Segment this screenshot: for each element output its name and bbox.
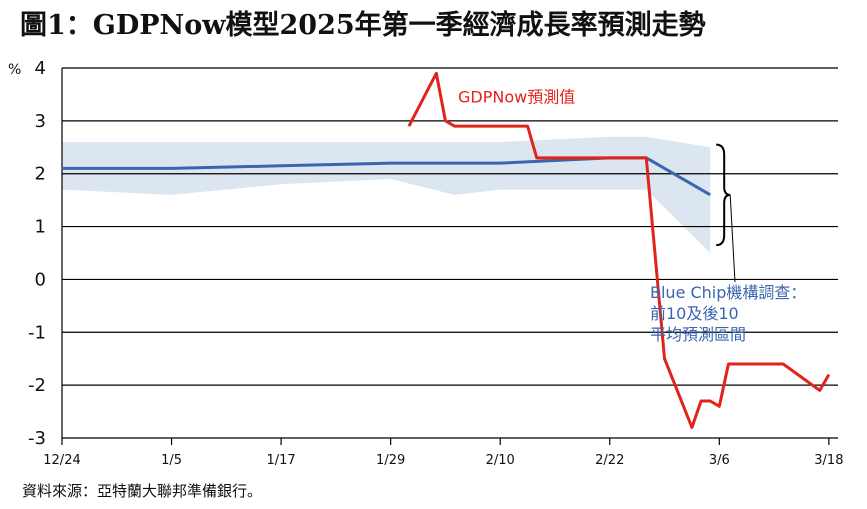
y-tick-label: -1 — [28, 322, 46, 343]
source-note: 資料來源：亞特蘭大聯邦準備銀行。 — [22, 482, 263, 500]
y-tick-label: 1 — [35, 217, 46, 238]
chart-title: 圖1：GDPNow模型2025年第一季經濟成長率預測走勢 — [20, 10, 706, 41]
bluechip-label-line: 平均預測區間 — [650, 325, 746, 344]
y-tick-label: 0 — [35, 269, 46, 290]
x-tick-label: 1/29 — [376, 453, 405, 468]
annotation-layer: GDPNow預測值 Blue Chip機構調查： 前10及後10 平均預測區間 — [458, 87, 806, 344]
bluechip-label-line: 前10及後10 — [650, 304, 739, 323]
x-tick-label: 3/18 — [814, 453, 843, 468]
x-tick-label: 3/6 — [709, 453, 730, 468]
gdpnow-line — [407, 71, 831, 429]
y-tick-label: 2 — [35, 164, 46, 185]
y-tick-label: 3 — [35, 111, 46, 132]
bluechip-leader-line — [729, 194, 736, 283]
series-layer — [62, 71, 831, 429]
x-tick-label: 12/24 — [43, 453, 80, 468]
y-tick-label: -2 — [28, 375, 46, 396]
band-brace — [716, 143, 731, 247]
x-tick-label: 2/10 — [486, 453, 515, 468]
y-unit-label: % — [8, 62, 21, 78]
x-tick-label: 1/5 — [161, 453, 182, 468]
gdpnow-label: GDPNow預測值 — [458, 87, 575, 106]
x-tick-label: 2/22 — [595, 453, 624, 468]
bluechip-label-line: Blue Chip機構調查： — [650, 283, 806, 302]
band-layer — [62, 136, 711, 253]
axis-layer: 4 3 2 1 0 -1 -2 -3% 12/24 1/5 1/17 1/29 2/10 2/22 3/6 3… — [8, 58, 843, 468]
x-tick-label: 1/17 — [267, 453, 296, 468]
y-tick-label: 4 — [35, 58, 46, 79]
forecast-band — [62, 136, 711, 253]
y-tick-label: -3 — [28, 428, 46, 449]
grid-layer — [62, 67, 838, 439]
